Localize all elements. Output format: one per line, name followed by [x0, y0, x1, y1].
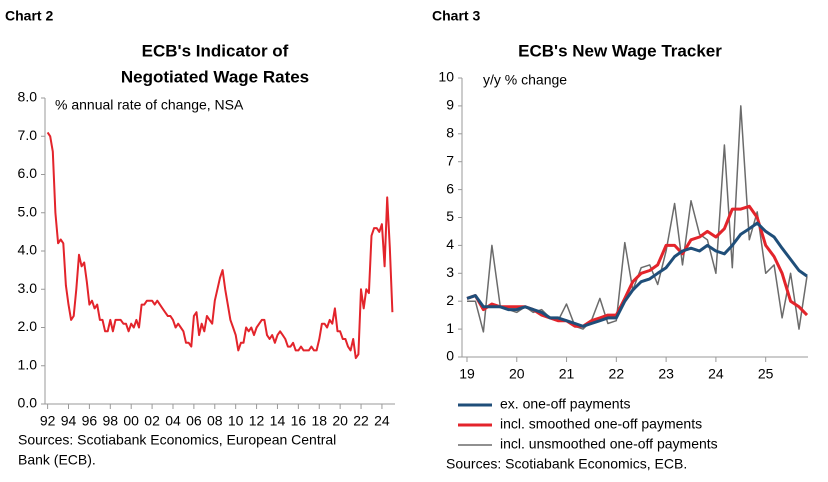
chart-title: Negotiated Wage Rates [121, 67, 309, 86]
y-tick-label: 0 [446, 348, 454, 364]
y-tick-label: 0.0 [18, 395, 38, 411]
source: Sources: Scotiabank Economics, ECB. [446, 456, 687, 472]
chart-title: ECB's Indicator of [142, 41, 289, 60]
chart-label: Chart 3 [432, 8, 480, 24]
x-tick-label: 19 [459, 366, 475, 382]
chart-label: Chart 2 [5, 8, 53, 24]
series-line [467, 105, 808, 333]
x-tick-label: 02 [144, 413, 160, 429]
legend-label: ex. one-off payments [500, 396, 630, 412]
y-tick-label: 1.0 [18, 356, 38, 372]
x-tick-label: 20 [509, 366, 525, 382]
x-tick-label: 23 [658, 366, 674, 382]
x-tick-label: 20 [332, 413, 348, 429]
y-tick-label: 7 [446, 152, 454, 168]
y-tick-label: 2 [446, 292, 454, 308]
x-tick-label: 04 [165, 413, 181, 429]
subtitle: % annual rate of change, NSA [55, 97, 244, 113]
x-tick-label: 08 [207, 413, 223, 429]
x-tick-label: 94 [61, 413, 77, 429]
x-tick-label: 22 [609, 366, 625, 382]
legend-label: incl. smoothed one-off payments [500, 416, 702, 432]
x-tick-label: 12 [249, 413, 265, 429]
subtitle: y/y % change [483, 72, 567, 88]
series-line [466, 221, 808, 328]
y-tick-label: 5 [446, 208, 454, 224]
x-tick-label: 24 [708, 366, 724, 382]
y-tick-label: 1 [446, 320, 454, 336]
x-tick-label: 18 [311, 413, 327, 429]
y-tick-label: 7.0 [18, 127, 38, 143]
x-tick-label: 21 [559, 366, 575, 382]
x-tick-label: 00 [123, 413, 139, 429]
x-tick-label: 10 [228, 413, 244, 429]
source: Sources: Scotiabank Economics, European … [18, 432, 336, 448]
source: Bank (ECB). [18, 452, 96, 468]
series-line [46, 131, 394, 360]
y-tick-label: 9 [446, 97, 454, 113]
y-tick-label: 3.0 [18, 280, 38, 296]
y-tick-label: 4 [446, 236, 454, 252]
y-tick-label: 4.0 [18, 242, 38, 258]
x-tick-label: 22 [353, 413, 369, 429]
x-tick-label: 92 [40, 413, 56, 429]
y-tick-label: 3 [446, 264, 454, 280]
legend-label: incl. unsmoothed one-off payments [500, 436, 718, 452]
y-tick-label: 5.0 [18, 203, 38, 219]
x-tick-label: 06 [186, 413, 202, 429]
y-tick-label: 2.0 [18, 318, 38, 334]
y-tick-label: 8.0 [18, 89, 38, 105]
x-tick-label: 96 [82, 413, 98, 429]
x-tick-label: 16 [291, 413, 307, 429]
x-tick-label: 25 [758, 366, 774, 382]
y-tick-label: 6.0 [18, 165, 38, 181]
y-tick-label: 6 [446, 180, 454, 196]
x-tick-label: 24 [374, 413, 390, 429]
y-tick-label: 8 [446, 125, 454, 141]
x-tick-label: 98 [103, 413, 119, 429]
x-tick-label: 14 [270, 413, 286, 429]
chart-title: ECB's New Wage Tracker [518, 41, 722, 60]
y-tick-label: 10 [438, 69, 454, 85]
